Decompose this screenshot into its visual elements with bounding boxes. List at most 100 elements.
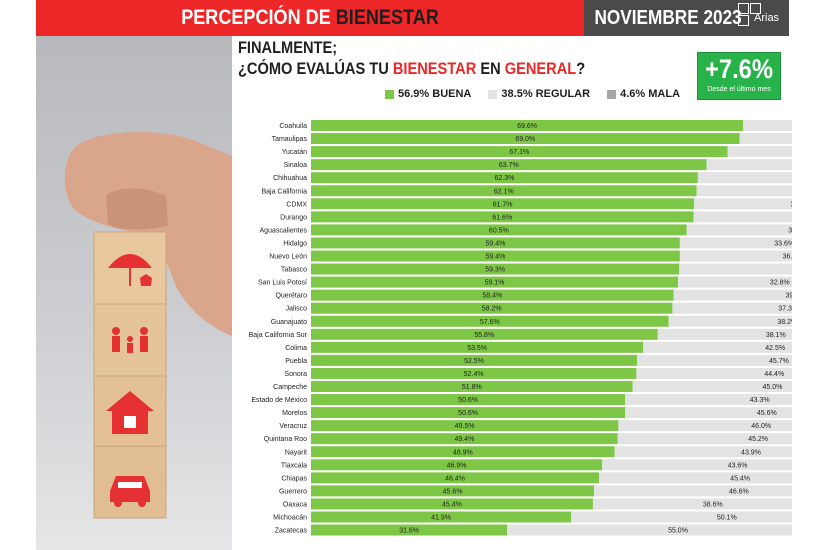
category-label: Estado de México [251,397,307,404]
bar-regular [618,420,792,432]
survey-question: FINALMENTE; ¿CÓMO EVALÚAS TU BIENESTAR E… [238,38,678,80]
category-label: Michoacán [273,515,307,522]
bar-regular [636,367,792,379]
data-label-buena: 58.4% [482,293,502,300]
category-label: Tabasco [281,267,307,274]
question-line-1: FINALMENTE; [238,38,338,57]
data-label-buena: 46.9% [447,462,467,469]
legend-item-mala: 4.6% MALA [607,88,680,100]
bar-buena [311,407,626,419]
data-label-buena: 63.7% [499,162,519,169]
data-label-buena: 59.1% [485,280,505,287]
data-label-regular: 45.4% [730,475,750,482]
data-label-regular: 38.1% [766,332,786,339]
title-banner: PERCEPCIÓN DE BIENESTAR [36,0,584,36]
data-label-buena: 55.8% [474,332,494,339]
report-date: NOVIEMBRE 2023 [594,7,742,29]
data-label-buena: 67.1% [509,149,529,156]
data-label-buena: 59.4% [486,240,506,247]
bar-buena [311,420,619,432]
category-label: Puebla [285,358,307,365]
data-label-regular: 33.6% [774,240,792,247]
arias-logo: Arias [734,2,786,34]
bar-regular [696,185,792,197]
category-label: Tamaulipas [272,136,308,143]
bar-regular [668,315,792,327]
category-label: CDMX [286,201,307,208]
legend-swatch [488,89,498,99]
bar-buena [311,459,603,471]
category-label: Veracruz [279,423,307,430]
bar-regular [625,394,792,406]
state-wellbeing-chart: Coahuila69.6%30.3%0.1%Tamaulipas69.0%27.… [249,120,792,536]
bar-buena [311,133,740,145]
data-label-buena: 49.5% [455,423,475,430]
wellbeing-blocks-image [36,36,232,550]
bar-buena [311,341,644,353]
bar-regular [743,120,792,131]
data-label-regular: 45.6% [757,410,777,417]
data-label-regular: 46.6% [729,488,749,495]
bar-regular [602,459,792,471]
category-label: Hidalgo [283,240,307,247]
bar-buena [311,472,600,484]
category-label: Sonora [284,371,307,378]
legend-item-regular: 38.5% REGULAR [488,88,590,100]
bar-regular [672,302,792,314]
bar-buena [311,172,698,184]
category-label: Tlaxcala [281,462,307,469]
category-label: Campeche [273,384,307,391]
bar-regular [614,446,792,458]
bar-regular [694,198,792,210]
category-label: Sinaloa [284,162,307,169]
category-label: Nuevo León [269,254,307,261]
data-label-buena: 50.6% [458,410,478,417]
category-label: Chiapas [281,475,307,482]
data-label-buena: 61.6% [492,214,512,221]
bar-regular [679,237,792,249]
data-label-buena: 45.4% [442,501,462,508]
data-label-regular: 36.3% [783,254,792,261]
data-label-buena: 69.0% [515,136,535,143]
bar-buena [311,433,618,445]
data-label-regular: 46.0% [751,423,771,430]
bar-buena [311,211,694,223]
data-label-buena: 62.3% [495,175,515,182]
bar-regular [706,159,792,171]
data-label-regular: 50.1% [717,515,737,522]
category-label: Jalisco [286,306,308,313]
data-label-buena: 58.2% [482,306,502,313]
category-label: Quintana Roo [264,436,307,443]
data-label-regular: 45.7% [769,358,789,365]
category-label: Coahuila [279,123,307,130]
bar-buena [311,394,626,406]
data-label-regular: 43.3% [750,397,770,404]
bar-regular [727,146,792,158]
category-label: San Luis Potosí [258,280,307,287]
data-label-buena: 52.5% [464,358,484,365]
bar-regular [697,172,792,184]
header-bar: PERCEPCIÓN DE BIENESTAR NOVIEMBRE 2023 A… [0,0,825,36]
bar-regular [693,211,792,223]
category-label: Oaxaca [283,501,307,508]
category-label: Baja California [261,188,307,195]
category-label: Aguascalientes [260,227,308,234]
legend-swatch [607,89,617,99]
bar-buena [311,237,680,249]
data-label-regular: 55.0% [668,528,688,535]
category-label: Guanajuato [271,319,307,326]
data-label-buena: 41.9% [431,515,451,522]
data-label-regular: 45.0% [762,384,782,391]
bar-buena [311,263,680,275]
monthly-change-badge: +7.6% Desde el último mes [697,52,781,100]
change-subtitle: Desde el último mes [707,86,771,93]
bar-buena [311,198,695,210]
bar-buena [311,159,707,171]
data-label-buena: 31.6% [399,528,419,535]
bar-regular [625,407,792,419]
bar-buena [311,498,593,510]
data-label-regular: 34.2% [790,201,792,208]
data-label-buena: 57.6% [480,319,500,326]
bar-regular [678,276,792,288]
bar-regular [739,133,792,145]
